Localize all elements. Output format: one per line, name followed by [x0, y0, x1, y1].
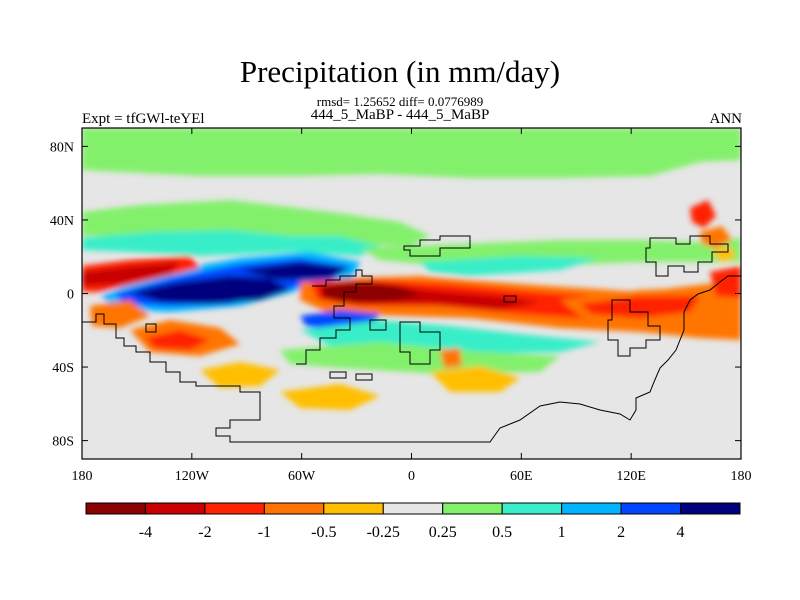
y-tick-label: 40N [50, 214, 74, 229]
colorbar-swatch [323, 502, 384, 515]
contour-red-spac [145, 330, 210, 350]
contour-darkred-cpac [82, 262, 180, 286]
colorbar-swatch [620, 502, 682, 515]
x-tick-label: 120E [616, 469, 646, 484]
colorbar-label: 0.5 [492, 524, 512, 541]
contour-navy-epac [130, 276, 290, 304]
coastline-asia [645, 235, 729, 277]
colorbar-swatch [382, 502, 444, 515]
colorbar-swatch [442, 502, 503, 515]
contour-red-nwpac [690, 200, 716, 228]
coastline-australia [607, 299, 661, 357]
x-tick-label: 60W [288, 469, 316, 484]
y-tick-label: 40S [52, 361, 74, 376]
x-tick-label: 180 [731, 469, 752, 484]
contour-green-satl [280, 342, 560, 374]
contour-orange-sind-small [440, 348, 462, 368]
colorbar-label: 1 [558, 524, 566, 541]
x-axis-ticks: 180 120W 60W 0 60E 120E 180 [72, 128, 752, 484]
contour-orange-nwpac [700, 226, 732, 248]
colorbar-swatch [561, 502, 622, 515]
contour-yellow-spac [200, 362, 280, 388]
coastline [82, 275, 741, 443]
contour-cyan-midlat [82, 230, 380, 256]
y-tick-label: 80N [50, 140, 74, 155]
colorbar-label: -2 [198, 524, 211, 541]
colorbar-label: 2 [617, 524, 625, 541]
case-label: 444_5_MaBP - 444_5_MaBP [310, 107, 490, 123]
colorbar-label: -1 [258, 524, 271, 541]
y-tick-label: 0 [67, 288, 74, 303]
precip-field [82, 128, 741, 443]
colorbar-label: -0.25 [367, 524, 400, 541]
colorbar: -4 -2 -1 -0.5 -0.25 0.25 0.5 1 2 4 [85, 502, 741, 541]
colorbar-swatch [263, 502, 325, 515]
contour-red-epac-east [710, 266, 741, 298]
contour-yellow-nwpac [712, 246, 736, 262]
y-axis-ticks: 80N 40N 0 40S 80S [50, 140, 741, 450]
colorbar-swatch [680, 502, 741, 515]
colorbar-label: -0.5 [311, 524, 336, 541]
coastline-islands [145, 295, 517, 381]
contour-green-north [82, 128, 741, 178]
x-tick-label: 0 [408, 469, 415, 484]
coastline-americas [296, 269, 373, 365]
colorbar-label: 0.25 [429, 524, 457, 541]
contour-red-io [580, 296, 700, 318]
contour-orange-cpac-south [90, 300, 150, 328]
x-tick-label: 120W [175, 469, 210, 484]
contour-maroon-atl [322, 282, 420, 302]
colorbar-swatch [501, 502, 563, 515]
season-label: ANN [709, 111, 743, 127]
coastline-africa [369, 235, 471, 365]
contour-cyan-tropics-north [420, 256, 600, 276]
experiment-label: Expt = tfGWl-teYEl [82, 111, 205, 127]
x-tick-label: 180 [72, 469, 93, 484]
colorbar-label: -4 [139, 524, 152, 541]
x-tick-label: 60E [510, 469, 533, 484]
y-tick-label: 80S [52, 435, 74, 450]
contour-navy-epac-north [240, 262, 350, 280]
colorbar-swatch [204, 502, 265, 515]
contour-yellow-sind [430, 366, 520, 392]
colorbar-swatch [85, 502, 146, 515]
colorbar-swatch [144, 502, 206, 515]
stats-line: rmsd= 1.25652 diff= 0.0776989 [316, 94, 484, 109]
plot-title: Precipitation (in mm/day) [239, 54, 561, 89]
contour-yellow-southern-ocean [280, 384, 380, 410]
colorbar-label: 4 [677, 524, 685, 541]
